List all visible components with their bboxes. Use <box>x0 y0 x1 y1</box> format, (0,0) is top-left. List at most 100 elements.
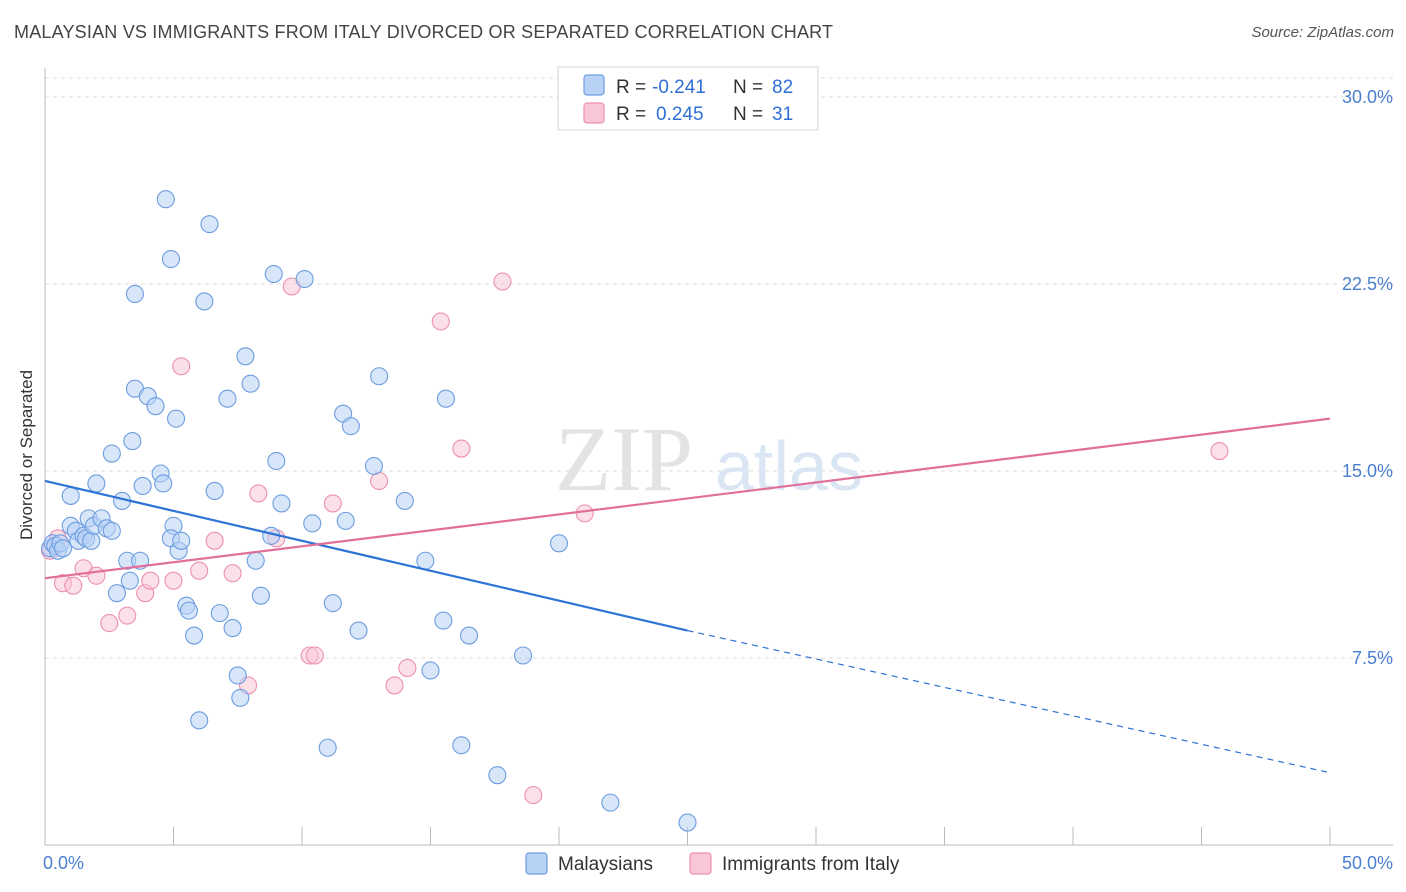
malaysian-point <box>241 374 260 393</box>
malaysian-point <box>200 215 219 234</box>
malaysian-point <box>146 397 165 416</box>
malaysian-point <box>210 604 229 623</box>
malaysian-trend-line <box>44 479 688 632</box>
italy-point <box>385 676 404 695</box>
legend-swatch-italy <box>583 102 605 124</box>
legend-n-value-1: 31 <box>772 104 793 125</box>
malaysian-point <box>488 766 507 785</box>
malaysian-point <box>125 284 144 304</box>
malaysian-point <box>246 551 265 570</box>
malaysian-point <box>218 389 237 408</box>
italy-point <box>249 484 268 503</box>
malaysian-point <box>421 661 440 680</box>
legend-r-value-0: -0.241 <box>652 77 706 98</box>
malaysian-point <box>102 521 121 540</box>
malaysian-point <box>53 539 73 558</box>
series-legend-swatch-italy <box>689 852 712 875</box>
malaysian-point <box>61 486 80 505</box>
malaysian-point <box>120 571 139 590</box>
legend-r-label-1: R = <box>616 104 646 125</box>
malaysian-point <box>195 292 214 311</box>
chart-title: MALAYSIAN VS IMMIGRANTS FROM ITALY DIVOR… <box>14 22 834 42</box>
malaysian-point <box>364 456 384 476</box>
axis-layer: 0.0% 50.0% <box>43 68 1393 873</box>
malaysian-point <box>341 417 360 436</box>
malaysian-point <box>436 389 455 408</box>
malaysian-point <box>601 793 620 812</box>
malaysian-point <box>231 688 250 707</box>
italy-point <box>190 561 209 580</box>
italy-point <box>493 272 512 291</box>
x-tick-label-max: 50.0% <box>1342 853 1393 873</box>
series-legend-label-malaysians: Malaysians <box>558 854 653 875</box>
malaysian-point <box>549 534 569 553</box>
legend-swatch-malaysians <box>583 74 605 96</box>
malaysian-point <box>434 611 453 630</box>
x-tick-label-min: 0.0% <box>43 853 84 873</box>
malaysian-point <box>336 511 355 530</box>
stats-legend: R = -0.241 N = 82 R = 0.245 N = 31 <box>557 66 819 131</box>
points-layer <box>41 190 1229 832</box>
malaysian-point <box>264 264 283 284</box>
malaysian-point <box>87 474 106 493</box>
malaysian-point <box>318 738 337 757</box>
malaysian-point <box>123 432 142 451</box>
series-legend-label-italy: Immigrants from Italy <box>722 854 900 875</box>
y-tick-label: 15.0% <box>1342 461 1393 481</box>
italy-point <box>223 564 242 583</box>
malaysian-point <box>185 626 204 645</box>
italy-point <box>575 504 594 523</box>
malaysian-point <box>161 250 180 269</box>
italy-point <box>172 357 191 376</box>
italy-point <box>141 571 160 590</box>
malaysian-point <box>179 601 198 620</box>
malaysian-point <box>228 666 247 685</box>
malaysian-point <box>513 646 533 665</box>
malaysian-point <box>172 531 191 550</box>
italy-point <box>431 312 450 331</box>
italy-point <box>323 494 342 513</box>
malaysian-point <box>102 444 121 463</box>
malaysian-point <box>156 190 175 209</box>
italy-point <box>87 566 106 585</box>
legend-n-label-1: N = <box>733 104 763 125</box>
malaysian-point <box>459 626 479 645</box>
italy-point <box>205 531 224 550</box>
italy-point <box>164 571 183 590</box>
malaysian-point <box>223 619 242 638</box>
italy-point <box>398 658 417 678</box>
malaysian-point <box>107 584 127 603</box>
watermark: ZIP atlas <box>555 408 863 510</box>
malaysian-point <box>349 621 368 640</box>
malaysian-point <box>295 269 314 289</box>
malaysian-point <box>452 736 471 755</box>
malaysian-point <box>82 531 101 550</box>
malaysian-point <box>190 711 209 730</box>
legend-n-value-0: 82 <box>772 77 793 98</box>
italy-point <box>1210 442 1229 461</box>
malaysian-point <box>370 367 389 386</box>
italy-point <box>452 439 471 458</box>
y-tick-label: 30.0% <box>1342 87 1393 107</box>
malaysian-point <box>267 451 286 471</box>
malaysian-trend-extension <box>687 629 1331 774</box>
malaysian-point <box>251 586 270 605</box>
italy-point <box>524 786 543 805</box>
malaysian-point <box>416 551 435 570</box>
legend-n-label-0: N = <box>733 77 763 98</box>
malaysian-point <box>167 409 186 428</box>
malaysian-point <box>323 594 342 613</box>
malaysian-point <box>678 813 697 832</box>
italy-point <box>64 576 83 595</box>
italy-trend-line <box>44 417 1331 580</box>
chart-source: Source: ZipAtlas.com <box>1251 24 1394 41</box>
series-legend: Malaysians Immigrants from Italy <box>525 852 900 875</box>
malaysian-point <box>395 491 414 510</box>
malaysian-point <box>303 514 322 533</box>
malaysian-point <box>133 476 152 496</box>
legend-r-value-1: 0.245 <box>656 104 704 125</box>
legend-r-label-0: R = <box>616 77 646 98</box>
malaysian-point <box>272 494 291 513</box>
italy-point <box>100 614 119 633</box>
